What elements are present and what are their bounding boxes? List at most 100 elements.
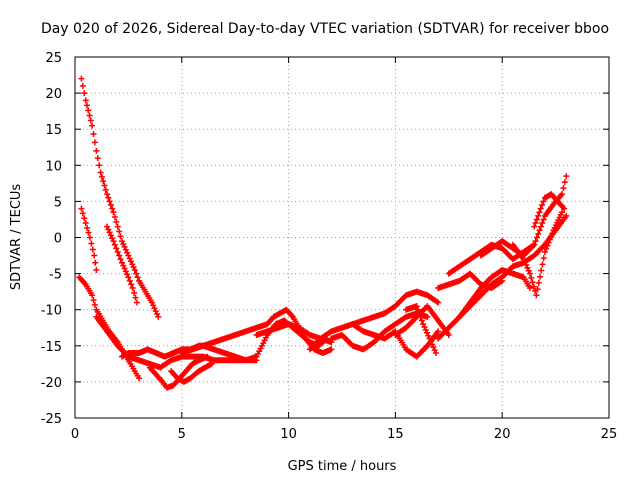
series-track-c xyxy=(104,223,140,306)
data-point xyxy=(125,252,132,259)
data-point xyxy=(120,240,127,247)
data-point xyxy=(136,375,143,382)
data-point xyxy=(544,242,551,249)
series-track-t xyxy=(456,266,533,320)
data-point xyxy=(532,220,539,227)
data-point xyxy=(100,178,107,185)
series-track-k xyxy=(253,321,335,346)
data-point xyxy=(543,245,550,252)
data-point xyxy=(133,270,140,277)
data-point xyxy=(533,216,540,223)
y-axis-label: SDTVAR / TECUs xyxy=(9,184,24,291)
data-point xyxy=(91,139,98,146)
data-point xyxy=(431,347,438,354)
data-point xyxy=(418,317,425,324)
data-point xyxy=(86,234,93,241)
data-point xyxy=(432,350,439,357)
data-point xyxy=(124,249,131,256)
data-point xyxy=(114,223,121,230)
data-point xyxy=(114,248,121,255)
data-point xyxy=(84,224,91,231)
data-point xyxy=(524,264,531,271)
y-tick-label: 5 xyxy=(54,195,62,210)
data-point xyxy=(116,252,123,259)
data-point xyxy=(89,246,96,253)
y-tick-label: -20 xyxy=(41,376,62,391)
data-point xyxy=(93,266,100,273)
data-point xyxy=(537,223,544,230)
data-point xyxy=(559,209,566,216)
data-point xyxy=(131,266,138,273)
y-tick-label: 25 xyxy=(45,51,62,66)
data-point xyxy=(561,179,568,186)
data-point xyxy=(82,220,89,227)
data-point xyxy=(539,261,546,268)
data-point xyxy=(130,264,137,271)
data-point xyxy=(121,243,128,250)
data-point xyxy=(116,228,123,235)
data-point xyxy=(538,267,545,274)
data-point xyxy=(110,209,117,216)
data-point xyxy=(81,215,88,222)
data-point xyxy=(535,230,542,237)
axis-ticks: 0 5 10 15 20 25 -25 -20 -15 -10 -5 0 5 10 15 20 25 xyxy=(41,51,618,442)
data-point xyxy=(85,229,92,236)
data-point xyxy=(94,155,101,162)
data-point xyxy=(107,202,114,209)
data-point xyxy=(539,220,546,227)
x-tick-label: 25 xyxy=(601,427,618,442)
data-point xyxy=(537,205,544,212)
data-point xyxy=(548,233,555,240)
data-point xyxy=(117,233,124,240)
data-point xyxy=(435,299,442,306)
data-point xyxy=(126,255,133,262)
y-tick-label: 20 xyxy=(45,87,62,102)
data-point xyxy=(91,252,98,259)
data-point xyxy=(532,238,539,245)
series-track-b xyxy=(78,205,100,273)
data-point xyxy=(85,107,92,114)
data-point xyxy=(83,102,90,109)
data-point xyxy=(563,212,570,219)
data-point xyxy=(111,214,118,221)
data-point xyxy=(430,344,437,351)
data-point xyxy=(87,117,94,124)
plot-frame xyxy=(74,56,610,419)
data-point xyxy=(106,229,113,236)
data-point xyxy=(127,258,134,265)
data-point xyxy=(545,239,552,246)
data-point xyxy=(129,285,136,292)
data-point xyxy=(113,218,120,225)
data-point xyxy=(98,173,105,180)
series-track-h xyxy=(168,360,215,385)
data-point xyxy=(106,198,113,205)
data-point xyxy=(533,234,540,241)
data-point xyxy=(152,308,159,315)
y-tick-label: -5 xyxy=(49,268,62,283)
data-point xyxy=(107,232,114,239)
data-point xyxy=(528,274,535,281)
data-point xyxy=(435,328,442,335)
series-track-p xyxy=(403,303,439,357)
chart-title: Day 020 of 2026, Sidereal Day-to-day VTE… xyxy=(41,21,609,37)
x-tick-label: 20 xyxy=(494,427,511,442)
data-points xyxy=(76,75,570,391)
data-point xyxy=(154,311,161,318)
data-point xyxy=(91,301,98,308)
data-point xyxy=(424,329,431,336)
data-point xyxy=(111,241,118,248)
data-point xyxy=(540,255,547,262)
series-track-q xyxy=(435,212,570,342)
data-point xyxy=(86,112,93,119)
data-point xyxy=(424,313,431,320)
data-point xyxy=(109,235,116,242)
data-point xyxy=(529,279,536,286)
data-point xyxy=(131,289,138,296)
data-point xyxy=(110,238,117,245)
x-tick-label: 15 xyxy=(387,427,404,442)
series-track-n xyxy=(349,321,442,360)
x-tick-label: 10 xyxy=(280,427,297,442)
data-point xyxy=(79,82,86,89)
series-track-s xyxy=(435,270,506,292)
